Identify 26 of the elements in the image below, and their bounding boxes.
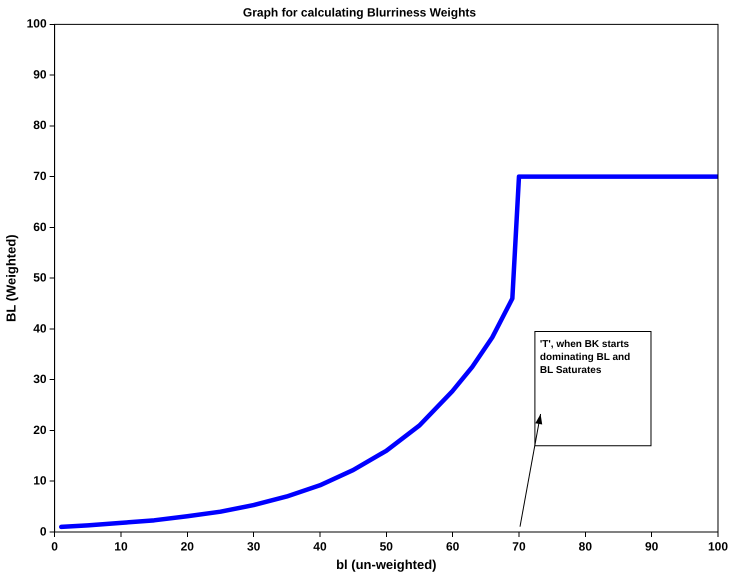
x-tick-label: 20: [180, 540, 194, 554]
x-tick-label: 70: [512, 540, 526, 554]
y-tick-label: 50: [33, 270, 47, 285]
y-axis-title: BL (Weighted): [3, 234, 18, 322]
x-tick-label: 40: [313, 540, 327, 554]
y-tick-label: 0: [40, 524, 47, 538]
x-tick-label: 100: [708, 540, 728, 554]
y-tick-label: 60: [33, 220, 47, 234]
y-tick-label: 90: [33, 67, 47, 82]
x-axis-title: bl (un-weighted): [336, 556, 436, 572]
annotation: 'T', when BK starts dominating BL and BL Saturates: [540, 339, 630, 376]
y-tick-label: 70: [33, 168, 47, 183]
y-tick-label: 40: [33, 321, 47, 336]
y-tick-label: 80: [33, 118, 47, 132]
x-tick-label: 10: [114, 540, 128, 554]
x-tick-label: 90: [644, 540, 659, 554]
chart-title: Graph for calculating Blurriness Weights: [242, 6, 476, 20]
y-tick-label: 20: [33, 422, 47, 437]
y-tick-label: 30: [33, 372, 47, 386]
x-tick-label: 60: [446, 540, 460, 554]
y-tick-label: 100: [26, 16, 47, 31]
x-tick-label: 80: [578, 540, 592, 554]
x-tick-label: 50: [380, 540, 394, 554]
x-tick-label: 30: [246, 540, 261, 554]
x-tick-label: 0: [51, 540, 58, 554]
y-tick-label: 10: [33, 474, 47, 488]
